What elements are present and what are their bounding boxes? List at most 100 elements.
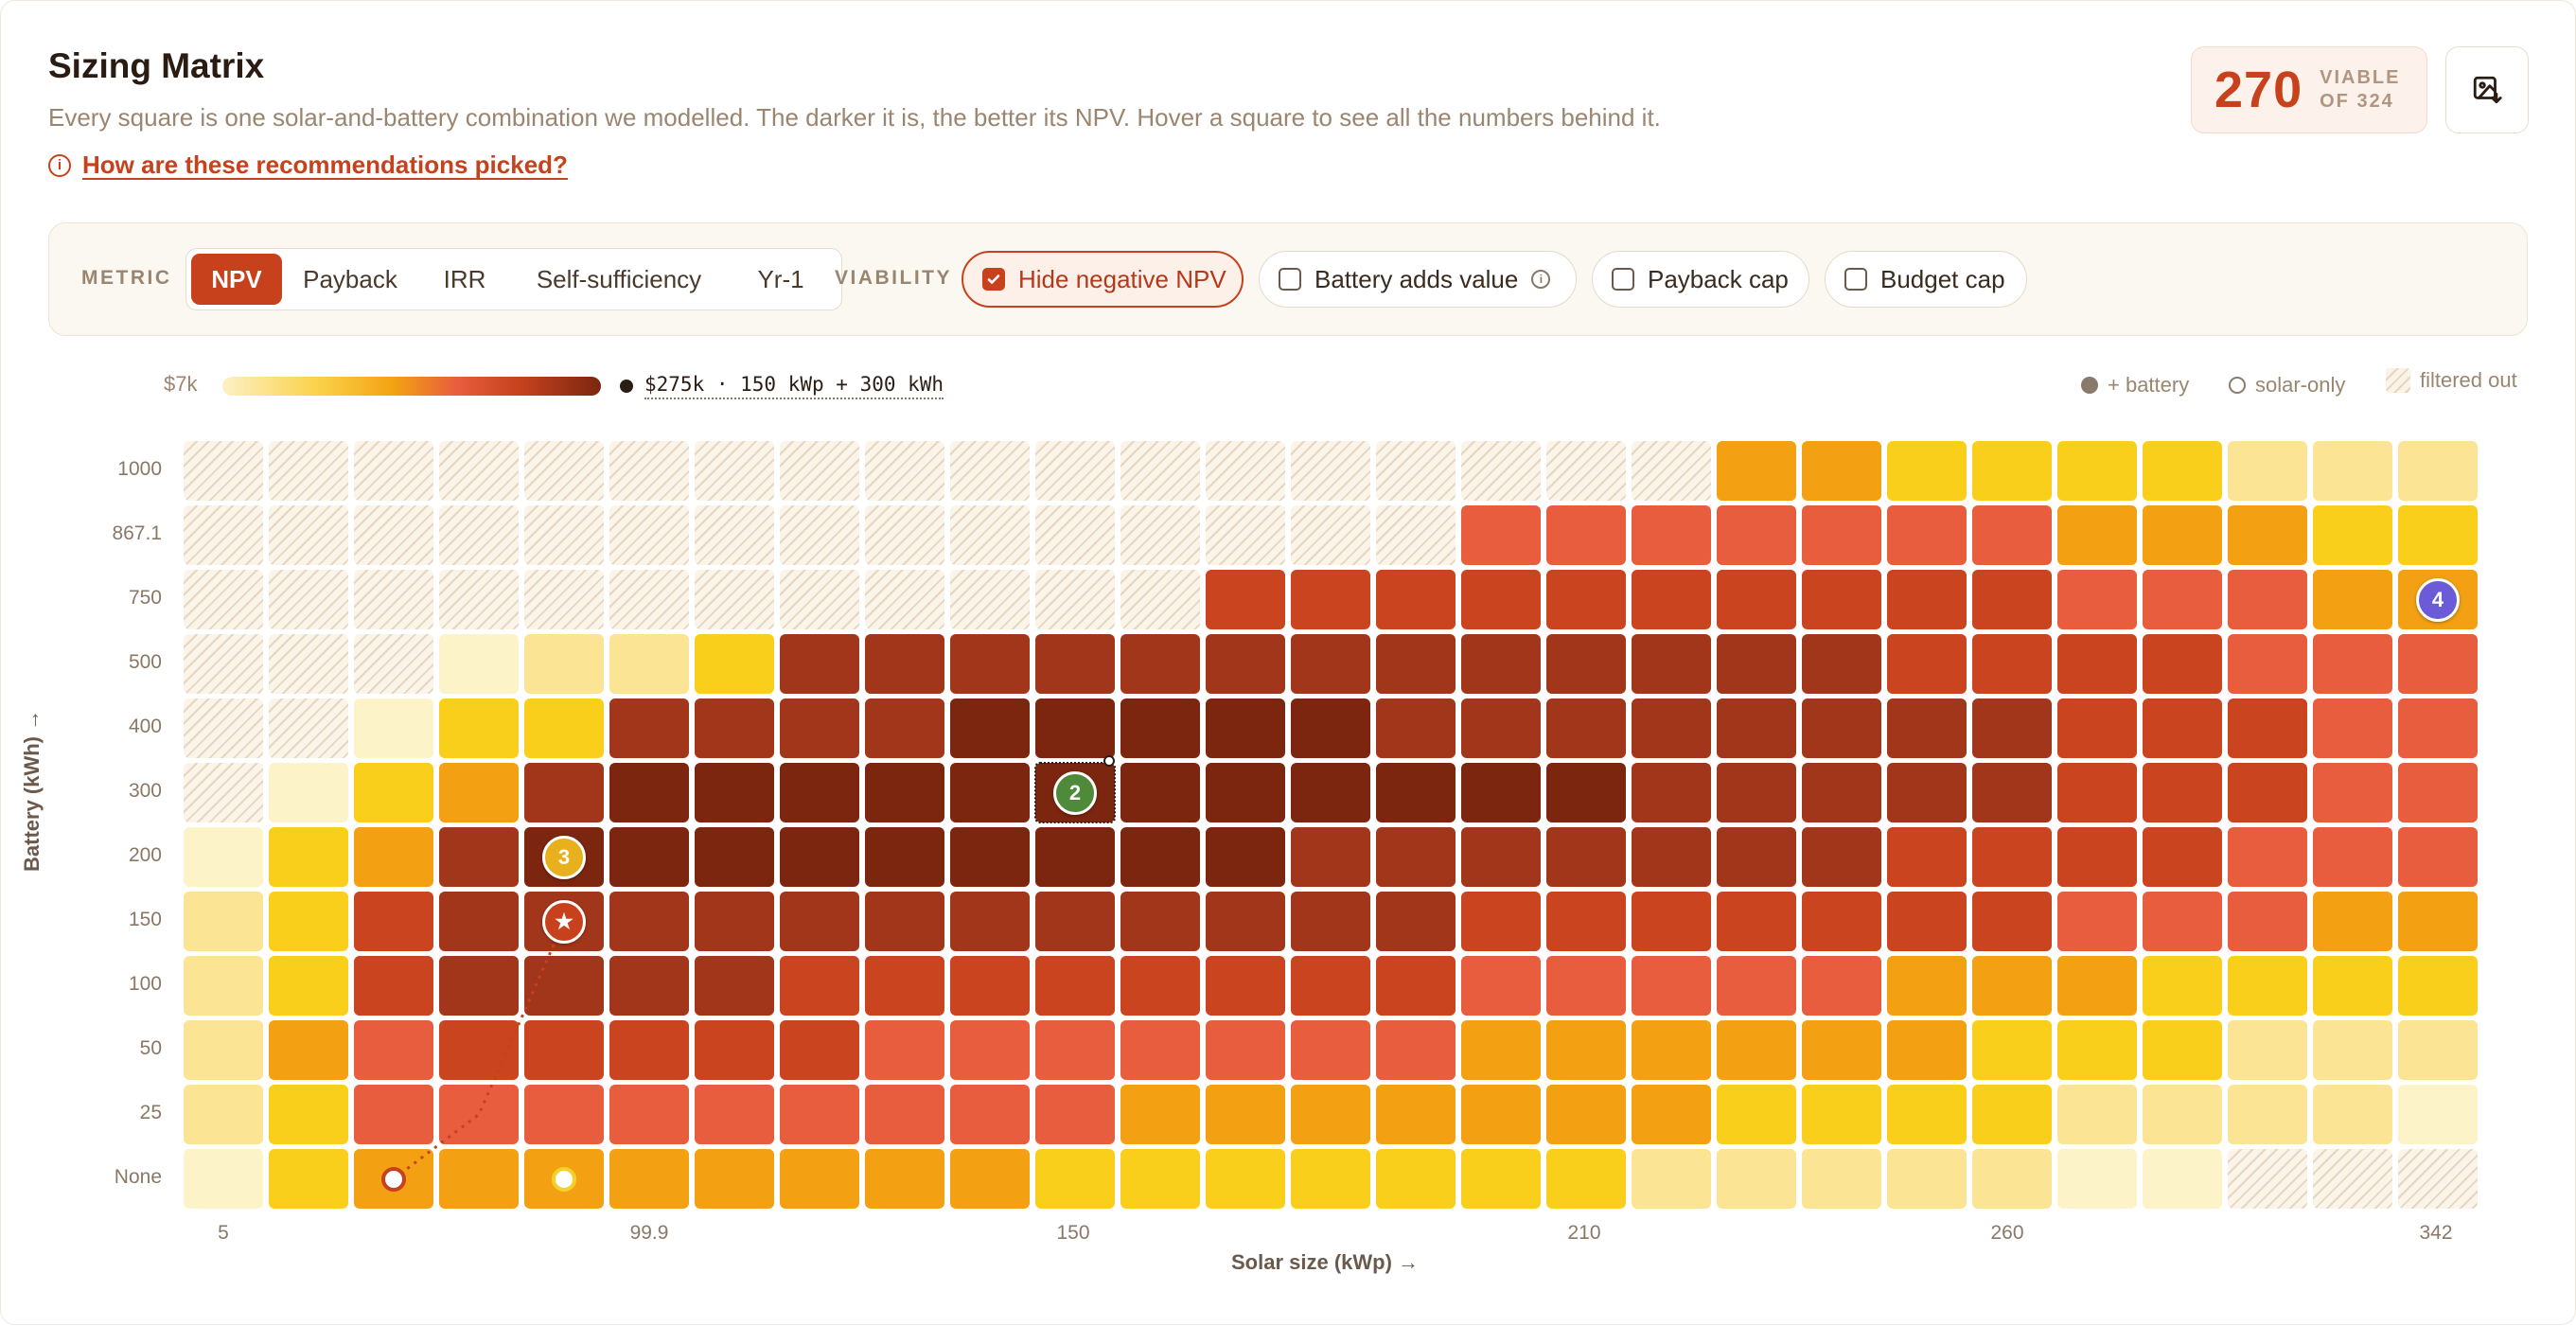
heatmap-cell[interactable] (950, 892, 1030, 951)
heatmap-cell[interactable] (1291, 763, 1370, 822)
heatmap-cell[interactable] (1632, 1149, 1711, 1209)
heatmap-cell[interactable] (2313, 763, 2392, 822)
heatmap-cell[interactable] (609, 892, 689, 951)
heatmap-cell[interactable] (1802, 827, 1881, 887)
heatmap-cell[interactable] (1120, 634, 1200, 694)
heatmap-cell[interactable] (439, 763, 519, 822)
heatmap-cell[interactable] (1717, 570, 1796, 629)
heatmap-cell[interactable] (1376, 892, 1456, 951)
heatmap-cell[interactable] (1206, 1020, 1285, 1080)
heatmap-cell[interactable] (184, 956, 263, 1016)
heatmap-cell[interactable] (1972, 827, 2052, 887)
heatmap-cell[interactable] (1887, 763, 1967, 822)
heatmap-cell[interactable] (2143, 505, 2222, 565)
heatmap-cell[interactable] (1291, 1149, 1370, 1209)
heatmap-cell[interactable] (1376, 1020, 1456, 1080)
heatmap-cell[interactable] (1461, 698, 1541, 758)
heatmap-cell[interactable] (1632, 763, 1711, 822)
heatmap-cell[interactable] (2228, 1085, 2307, 1144)
filter-budget-cap[interactable]: Budget cap (1825, 251, 2027, 308)
heatmap-cell[interactable] (865, 763, 944, 822)
heatmap-cell[interactable] (2398, 827, 2478, 887)
info-icon[interactable]: i (1531, 270, 1551, 289)
heatmap-cell[interactable] (1206, 956, 1285, 1016)
heatmap-cell[interactable] (439, 698, 519, 758)
heatmap-cell[interactable] (1291, 1020, 1370, 1080)
heatmap-cell[interactable] (609, 763, 689, 822)
heatmap-cell[interactable] (2143, 698, 2222, 758)
recommendations-help-link[interactable]: How are these recommendations picked? (82, 150, 568, 179)
heatmap-cell[interactable] (2057, 763, 2137, 822)
heatmap-cell[interactable] (1461, 570, 1541, 629)
heatmap-cell[interactable] (1972, 634, 2052, 694)
heatmap-cell[interactable] (1972, 1149, 2052, 1209)
heatmap-cell[interactable] (2057, 1149, 2137, 1209)
heatmap-cell[interactable] (609, 698, 689, 758)
checkbox-icon[interactable] (1612, 268, 1634, 291)
heatmap-cell[interactable] (1972, 956, 2052, 1016)
heatmap-cell[interactable] (1802, 698, 1881, 758)
heatmap-cell[interactable] (780, 827, 859, 887)
heatmap-cell[interactable] (2143, 892, 2222, 951)
heatmap-cell[interactable] (2143, 1020, 2222, 1080)
heatmap-cell[interactable] (1887, 1085, 1967, 1144)
heatmap-cell[interactable] (780, 1020, 859, 1080)
heatmap-cell[interactable] (1376, 827, 1456, 887)
heatmap-cell[interactable] (1717, 1020, 1796, 1080)
heatmap-cell[interactable] (865, 956, 944, 1016)
heatmap-cell[interactable] (2313, 570, 2392, 629)
heatmap-cell[interactable] (1120, 698, 1200, 758)
heatmap-cell[interactable] (2313, 1020, 2392, 1080)
heatmap-cell[interactable] (780, 956, 859, 1016)
heatmap-cell[interactable] (184, 1020, 263, 1080)
heatmap-cell[interactable] (1546, 634, 1626, 694)
heatmap-cell[interactable] (1291, 956, 1370, 1016)
heatmap-cell[interactable] (1206, 892, 1285, 951)
heatmap-cell[interactable] (950, 763, 1030, 822)
heatmap-cell[interactable] (1206, 763, 1285, 822)
heatmap-cell[interactable] (439, 634, 519, 694)
heatmap-cell[interactable] (1035, 827, 1115, 887)
heatmap-cell[interactable] (950, 1020, 1030, 1080)
heatmap-cell[interactable] (1206, 570, 1285, 629)
heatmap-cell[interactable] (2143, 827, 2222, 887)
heatmap-cell[interactable] (2313, 1085, 2392, 1144)
heatmap-cell[interactable] (1887, 634, 1967, 694)
heatmap-cell[interactable] (439, 1085, 519, 1144)
heatmap-cell[interactable] (780, 1149, 859, 1209)
heatmap-cell[interactable] (2143, 763, 2222, 822)
heatmap-cell[interactable] (1802, 763, 1881, 822)
heatmap-cell[interactable] (1206, 698, 1285, 758)
heatmap-cell[interactable] (2228, 634, 2307, 694)
heatmap-cell[interactable] (1035, 1085, 1115, 1144)
heatmap-cell[interactable] (1291, 892, 1370, 951)
heatmap-cell[interactable] (439, 956, 519, 1016)
heatmap-cell[interactable] (865, 698, 944, 758)
heatmap-cell[interactable] (2228, 1020, 2307, 1080)
heatmap-cell[interactable] (1802, 570, 1881, 629)
heatmap-cell[interactable] (2398, 634, 2478, 694)
heatmap-cell[interactable] (2228, 827, 2307, 887)
heatmap-cell[interactable] (1887, 570, 1967, 629)
heatmap-cell[interactable] (439, 827, 519, 887)
heatmap-cell[interactable] (1546, 570, 1626, 629)
heatmap-cell[interactable] (1887, 892, 1967, 951)
heatmap-cell[interactable] (1717, 1085, 1796, 1144)
heatmap-cell[interactable] (950, 1149, 1030, 1209)
heatmap-cell[interactable] (780, 763, 859, 822)
heatmap-cell[interactable] (1546, 827, 1626, 887)
heatmap-cell[interactable] (1546, 1149, 1626, 1209)
heatmap-cell[interactable] (354, 892, 433, 951)
heatmap-cell[interactable] (695, 1149, 774, 1209)
heatmap-cell[interactable] (2228, 505, 2307, 565)
heatmap-cell[interactable] (1632, 1020, 1711, 1080)
heatmap-cell[interactable] (1461, 1149, 1541, 1209)
heatmap-cell[interactable] (865, 634, 944, 694)
heatmap-cell[interactable] (609, 634, 689, 694)
heatmap-cell[interactable] (950, 698, 1030, 758)
heatmap-cell[interactable] (524, 1020, 604, 1080)
heatmap-cell[interactable] (1120, 1149, 1200, 1209)
heatmap-cell[interactable] (1120, 763, 1200, 822)
heatmap-cell[interactable] (2228, 956, 2307, 1016)
heatmap-cell[interactable] (950, 956, 1030, 1016)
